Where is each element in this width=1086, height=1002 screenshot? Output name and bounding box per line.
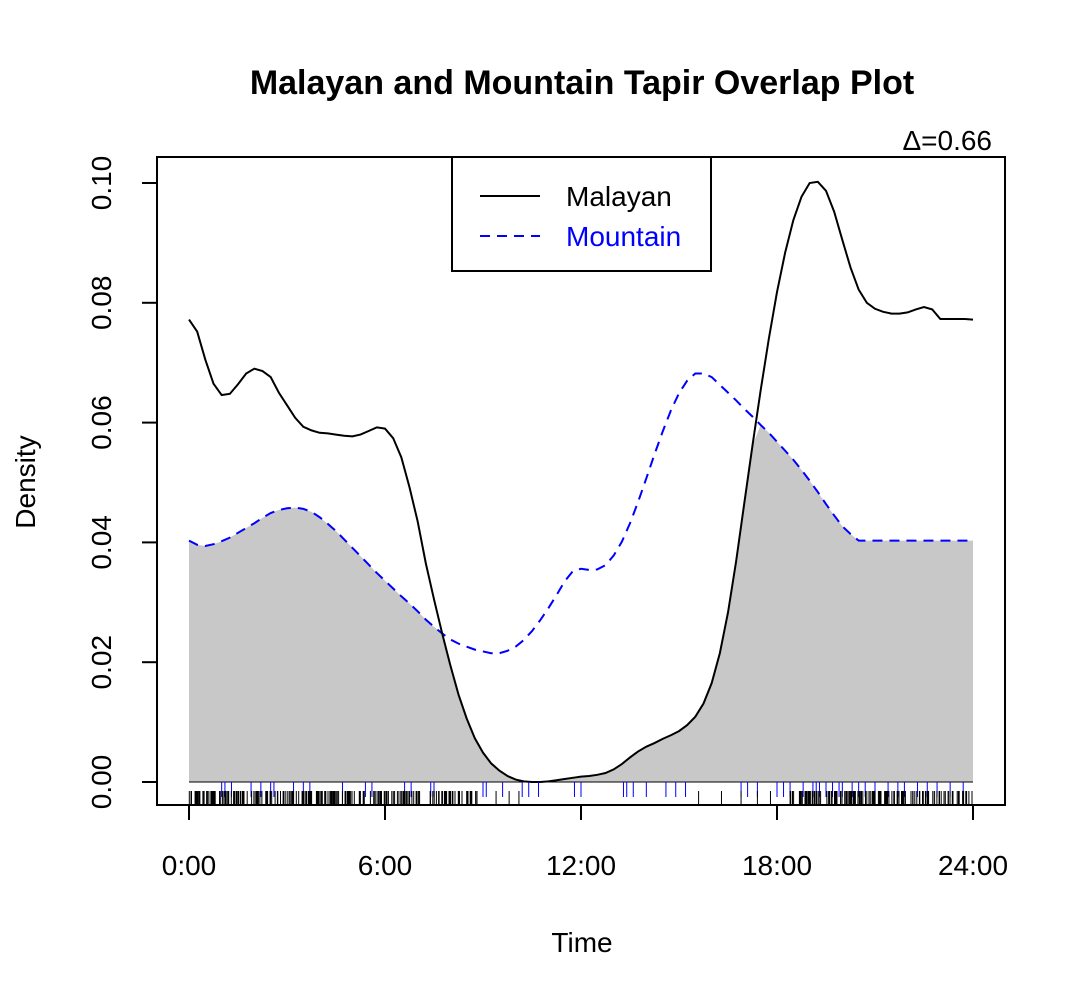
y-tick-label: 0.02 <box>86 635 117 690</box>
x-axis-label: Time <box>551 927 612 958</box>
legend-malayan-label: Malayan <box>566 181 672 212</box>
x-tick-label: 0:00 <box>162 850 217 881</box>
x-tick-label: 12:00 <box>546 850 616 881</box>
overlap-coefficient-label: Δ=0.66 <box>902 125 992 156</box>
malayan-density-line <box>188 180 974 783</box>
y-tick-label: 0.00 <box>86 755 117 810</box>
y-axis-label: Density <box>10 435 41 528</box>
x-tick-label: 18:00 <box>742 850 812 881</box>
y-axis: 0.00 0.02 0.04 0.06 0.08 0.10 <box>86 156 158 810</box>
y-tick-label: 0.06 <box>86 395 117 450</box>
rug-marks <box>188 782 973 805</box>
x-tick-label: 24:00 <box>938 850 1008 881</box>
x-tick-label: 6:00 <box>358 850 413 881</box>
x-axis: 0:00 6:00 12:00 18:00 24:00 <box>162 804 1008 881</box>
plot-area <box>188 180 974 805</box>
legend-box <box>451 156 712 272</box>
mountain-density-line <box>188 372 973 655</box>
y-tick-label: 0.08 <box>86 276 117 331</box>
y-tick-label: 0.10 <box>86 156 117 211</box>
y-tick-label: 0.04 <box>86 515 117 570</box>
legend-mountain-label: Mountain <box>566 221 681 252</box>
legend: Malayan Mountain <box>451 156 712 272</box>
overlap-area <box>189 425 973 782</box>
chart-title: Malayan and Mountain Tapir Overlap Plot <box>250 64 914 102</box>
